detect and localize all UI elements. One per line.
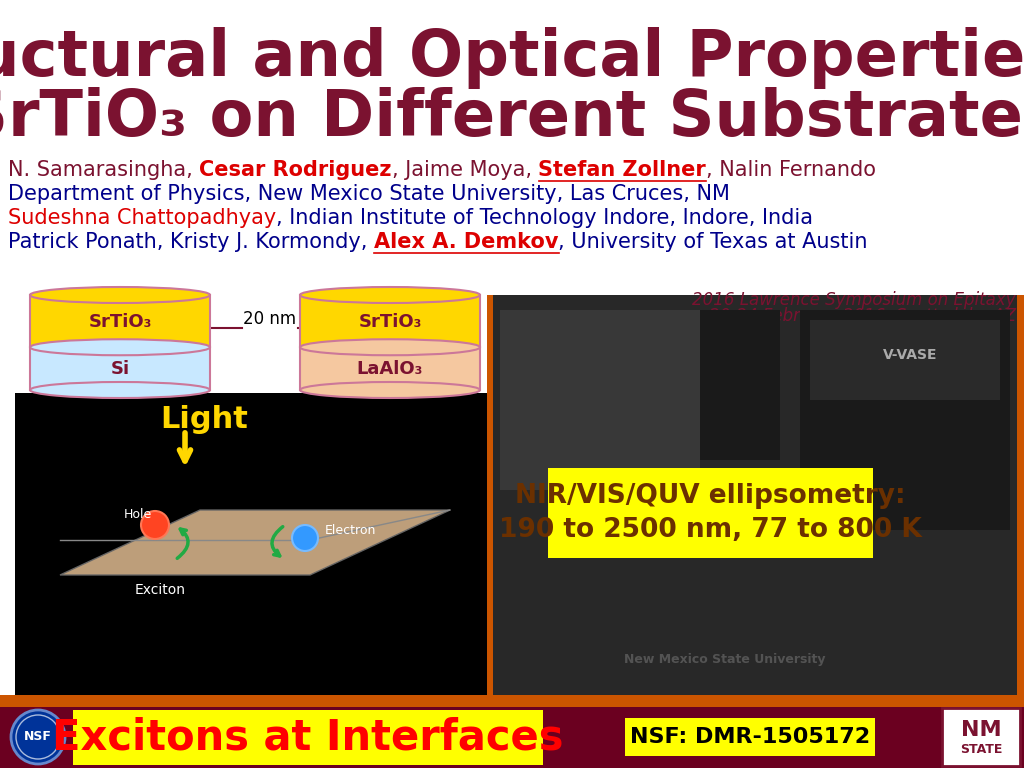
Text: Si: Si	[111, 360, 130, 379]
Bar	[500, 310, 700, 490]
Ellipse shape	[300, 287, 480, 303]
Bar	[1017, 295, 1024, 695]
Bar	[548, 468, 873, 558]
Text: N. Samarasingha,: N. Samarasingha,	[8, 160, 200, 180]
Text: , Nalin Fernando: , Nalin Fernando	[707, 160, 877, 180]
Circle shape	[141, 511, 169, 539]
Bar	[30, 347, 210, 390]
Text: NIR/VIS/QUV ellipsometry:: NIR/VIS/QUV ellipsometry:	[515, 483, 906, 509]
Circle shape	[16, 715, 60, 759]
Text: Light: Light	[160, 406, 248, 435]
Text: Patrick Ponath, Kristy J. Kormondy,: Patrick Ponath, Kristy J. Kormondy,	[8, 232, 374, 252]
Bar	[800, 310, 1010, 530]
Circle shape	[11, 710, 65, 764]
Bar	[810, 320, 1000, 400]
Text: Electron: Electron	[325, 524, 377, 537]
Text: NSF: DMR-1505172: NSF: DMR-1505172	[630, 727, 870, 747]
Bar	[487, 295, 493, 696]
Text: SrTiO₃ on Different Substrates: SrTiO₃ on Different Substrates	[0, 87, 1024, 149]
Text: 2016 Lawrence Symposium on Epitaxy: 2016 Lawrence Symposium on Epitaxy	[692, 291, 1016, 309]
Text: Stefan Zollner: Stefan Zollner	[539, 160, 707, 180]
Text: SrTiO₃: SrTiO₃	[88, 313, 152, 331]
Bar	[700, 310, 780, 460]
Ellipse shape	[30, 382, 210, 398]
Circle shape	[292, 525, 318, 551]
Text: NM: NM	[961, 720, 1001, 740]
Text: , Jaime Moya,: , Jaime Moya,	[392, 160, 539, 180]
Text: 190 to 2500 nm, 77 to 800 K: 190 to 2500 nm, 77 to 800 K	[499, 517, 922, 543]
Bar	[942, 708, 1020, 766]
Text: New Mexico State University: New Mexico State University	[625, 654, 825, 667]
Text: Alex A. Demkov: Alex A. Demkov	[374, 232, 558, 252]
Text: Cesar Rodriguez: Cesar Rodriguez	[200, 160, 392, 180]
Bar	[0, 695, 1024, 707]
Bar	[490, 295, 1024, 696]
Text: Hole: Hole	[124, 508, 153, 521]
Text: Structural and Optical Properties of: Structural and Optical Properties of	[0, 27, 1024, 89]
Ellipse shape	[300, 339, 480, 356]
Text: LaAlO₃: LaAlO₃	[356, 360, 423, 379]
Ellipse shape	[30, 339, 210, 356]
Bar	[15, 393, 490, 696]
Text: Department of Physics, New Mexico State University, Las Cruces, NM: Department of Physics, New Mexico State …	[8, 184, 730, 204]
Polygon shape	[60, 510, 450, 575]
Text: Sudeshna Chattopadhyay: Sudeshna Chattopadhyay	[8, 208, 276, 228]
Text: STATE: STATE	[959, 743, 1002, 756]
Text: SrTiO₃: SrTiO₃	[358, 313, 422, 331]
Ellipse shape	[300, 382, 480, 398]
Bar	[0, 707, 1024, 768]
Text: NSF: NSF	[24, 730, 52, 743]
Text: , University of Texas at Austin: , University of Texas at Austin	[558, 232, 868, 252]
Bar	[300, 295, 480, 347]
Text: 20 nm: 20 nm	[244, 310, 297, 329]
Text: 20-24 February 2016, Scottsdale, AZ: 20-24 February 2016, Scottsdale, AZ	[709, 307, 1016, 325]
Ellipse shape	[30, 287, 210, 303]
Text: , Indian Institute of Technology Indore, Indore, India: , Indian Institute of Technology Indore,…	[276, 208, 813, 228]
Bar	[30, 295, 210, 347]
Text: Exciton: Exciton	[134, 583, 185, 597]
Text: Excitons at Interfaces: Excitons at Interfaces	[52, 717, 564, 759]
Bar	[625, 718, 874, 756]
Bar	[300, 347, 480, 390]
Bar	[73, 710, 543, 765]
Text: V-VASE: V-VASE	[883, 348, 937, 362]
